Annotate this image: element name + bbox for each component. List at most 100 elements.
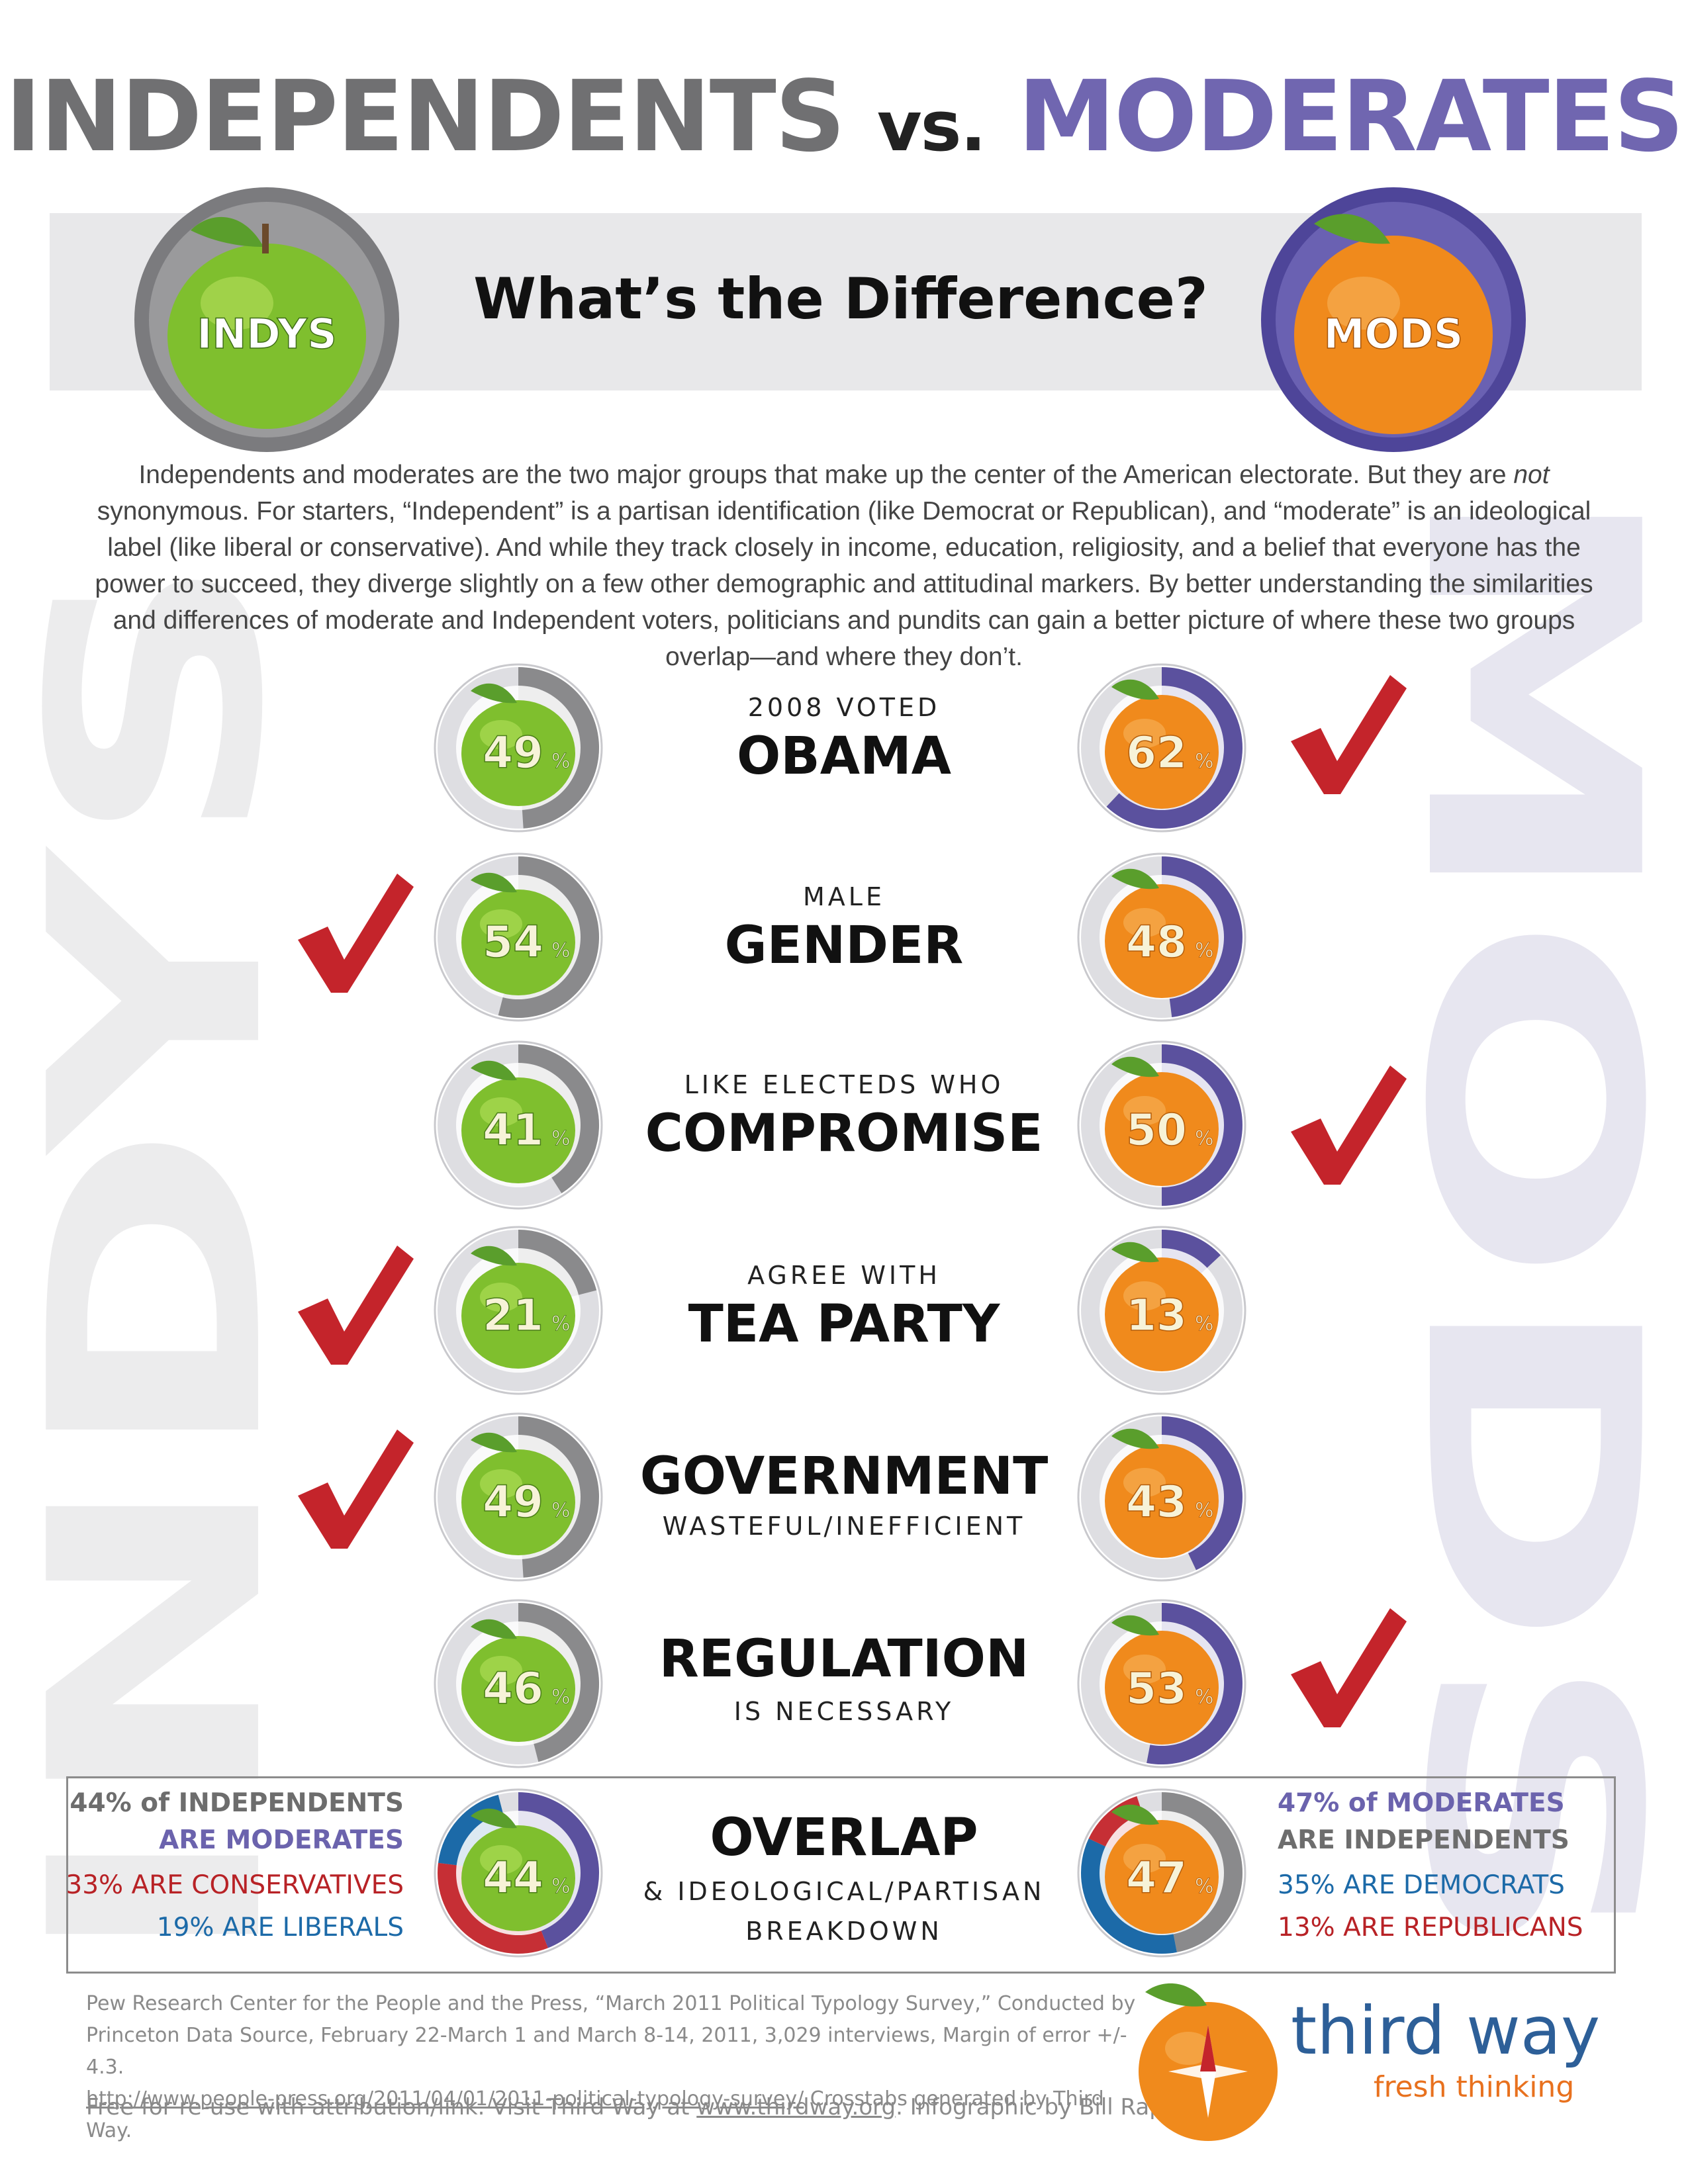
row3-caption-big: COMPROMISE — [645, 1104, 1043, 1163]
leaf-icon — [1145, 1983, 1207, 2007]
overlap-left-line1: 44% of INDEPENDENTS — [70, 1788, 404, 1818]
fruit-highlight — [480, 1469, 522, 1498]
indys-badge: INDYS — [134, 187, 399, 452]
check-icon — [1291, 1608, 1407, 1727]
intro-part2: synonymous. For starters, “Independent” … — [95, 497, 1593, 671]
row1-caption-big: OBAMA — [736, 727, 952, 786]
indys-gauge-compromise: 41% — [434, 1040, 603, 1210]
fruit-highlight — [480, 1656, 522, 1685]
background-word-indys-text: INDYS — [40, 549, 278, 1972]
check-icon — [298, 1246, 414, 1365]
row6-caption-big: REGULATION — [659, 1629, 1029, 1689]
check-icon — [1291, 675, 1407, 794]
overlap-caption-line1: & IDEOLOGICAL/PARTISAN — [643, 1877, 1045, 1906]
fruit-highlight — [1123, 1655, 1166, 1684]
leaf-icon — [471, 1432, 517, 1453]
indys-overlap-gauge: 44% — [434, 1788, 603, 1958]
row1-caption-small: 2008 VOTED — [747, 693, 941, 722]
percent-value-label: 13 — [1126, 1290, 1187, 1341]
indys-gauge-regulation: 46% — [434, 1599, 603, 1768]
percent-sign-label: % — [551, 1686, 571, 1709]
fruit-highlight — [480, 1283, 522, 1312]
background-word-indys: INDYS — [40, 549, 278, 1972]
intro-emphasis: not — [1513, 461, 1550, 489]
mods-gauge-obama: 62% — [1077, 663, 1246, 833]
percent-sign-label: % — [551, 1312, 571, 1336]
leaf-icon — [471, 683, 517, 704]
mods-gauge-tea-party: 13% — [1077, 1226, 1246, 1395]
mods-gauge-compromise: 50% — [1077, 1040, 1246, 1210]
percent-sign-label: % — [1195, 1312, 1214, 1336]
title-moderates: MODERATES — [1017, 60, 1685, 173]
row2-caption-big: GENDER — [724, 916, 964, 976]
fruit-highlight — [1123, 719, 1166, 748]
row3-caption-small: LIKE ELECTEDS WHO — [684, 1070, 1004, 1099]
percent-value-label: 47 — [1126, 1852, 1187, 1903]
overlap-right-line1: 47% of MODERATES — [1278, 1788, 1565, 1818]
leaf-icon — [1111, 1428, 1159, 1449]
percent-value-label: 62 — [1126, 727, 1187, 778]
source-line1: Pew Research Center for the People and t… — [86, 1992, 1136, 2015]
fruit-highlight — [480, 1097, 522, 1126]
overlap-right-line3: 35% ARE DEMOCRATS — [1278, 1870, 1565, 1900]
leaf-icon — [1111, 679, 1159, 700]
background-word-mods-text: MODS — [1410, 477, 1648, 1966]
reuse-suffix: . Infographic by Bill Rapp. — [896, 2094, 1186, 2120]
percent-sign-label: % — [1195, 939, 1214, 962]
overlap-left-line4: 19% ARE LIBERALS — [156, 1913, 404, 1942]
percent-sign-label: % — [1195, 750, 1214, 773]
percent-value-label: 46 — [483, 1663, 543, 1714]
overlap-left-line3: 33% ARE CONSERVATIVES — [66, 1870, 404, 1900]
percent-value-label: 21 — [483, 1290, 543, 1341]
leaf-icon — [471, 1619, 517, 1639]
leaf-icon — [471, 1808, 517, 1829]
mods-gauge-regulation: 53% — [1077, 1599, 1246, 1768]
overlap-box — [66, 1776, 1616, 1974]
source-tail: Crosstabs generated by Third Way. — [86, 2087, 1104, 2142]
percent-sign-label: % — [1195, 1499, 1214, 1522]
overlap-caption-big: OVERLAP — [710, 1808, 978, 1868]
row4-caption-small: AGREE WITH — [747, 1261, 941, 1290]
leaf-icon — [1111, 1615, 1159, 1636]
indys-badge-label: INDYS — [197, 310, 336, 358]
percent-value-label: 53 — [1126, 1663, 1187, 1714]
percent-value-label: 41 — [483, 1105, 543, 1156]
leaf-icon — [1314, 214, 1390, 244]
leaf-icon — [1111, 1804, 1159, 1825]
fruit-highlight — [480, 720, 522, 749]
indys-gauge-government: 49% — [434, 1412, 603, 1582]
indys-gauge-gender: 54% — [434, 852, 603, 1022]
percent-sign-label: % — [551, 1127, 571, 1150]
source-link[interactable]: http://www.people-press.org/2011/04/01/2… — [86, 2087, 804, 2111]
title-vs: vs. — [876, 86, 986, 167]
row5-caption-big: GOVERNMENT — [639, 1447, 1049, 1506]
indys-gauge-tea-party: 21% — [434, 1226, 603, 1395]
fruit-highlight — [480, 1845, 522, 1874]
fruit-highlight — [1123, 1844, 1166, 1873]
leaf-icon — [191, 216, 263, 247]
mods-gauge-gender: 48% — [1077, 852, 1246, 1022]
leaf-icon — [1111, 868, 1159, 889]
percent-value-label: 50 — [1126, 1105, 1187, 1156]
title-independents: INDEPENDENTS — [5, 60, 846, 173]
percent-sign-label: % — [551, 1875, 571, 1898]
check-icon — [298, 874, 414, 993]
check-icon — [1291, 1066, 1407, 1185]
intro-paragraph: Independents and moderates are the two m… — [73, 457, 1615, 675]
percent-value-label: 49 — [483, 1477, 543, 1527]
leaf-icon — [1111, 1242, 1159, 1263]
percent-value-label: 48 — [1126, 917, 1187, 968]
subtitle: What’s the Difference? — [473, 266, 1208, 332]
row6-caption-small: IS NECESSARY — [733, 1697, 955, 1726]
fruit-highlight — [480, 909, 522, 938]
overlap-right-line4: 13% ARE REPUBLICANS — [1278, 1913, 1583, 1942]
fruit-highlight — [1123, 1096, 1166, 1125]
thirdway-link[interactable]: www.thirdway.org — [696, 2094, 896, 2120]
source-line2: Princeton Data Source, February 22-March… — [86, 2024, 1127, 2079]
mods-gauge-government: 43% — [1077, 1412, 1246, 1582]
percent-value-label: 43 — [1126, 1477, 1187, 1527]
overlap-right-line2: ARE INDEPENDENTS — [1278, 1825, 1570, 1855]
row2-caption-small: MALE — [803, 882, 885, 911]
reuse-note: Free for re-use with attribution/link. V… — [86, 2094, 1185, 2120]
brand-name: third way — [1291, 1992, 1601, 2070]
